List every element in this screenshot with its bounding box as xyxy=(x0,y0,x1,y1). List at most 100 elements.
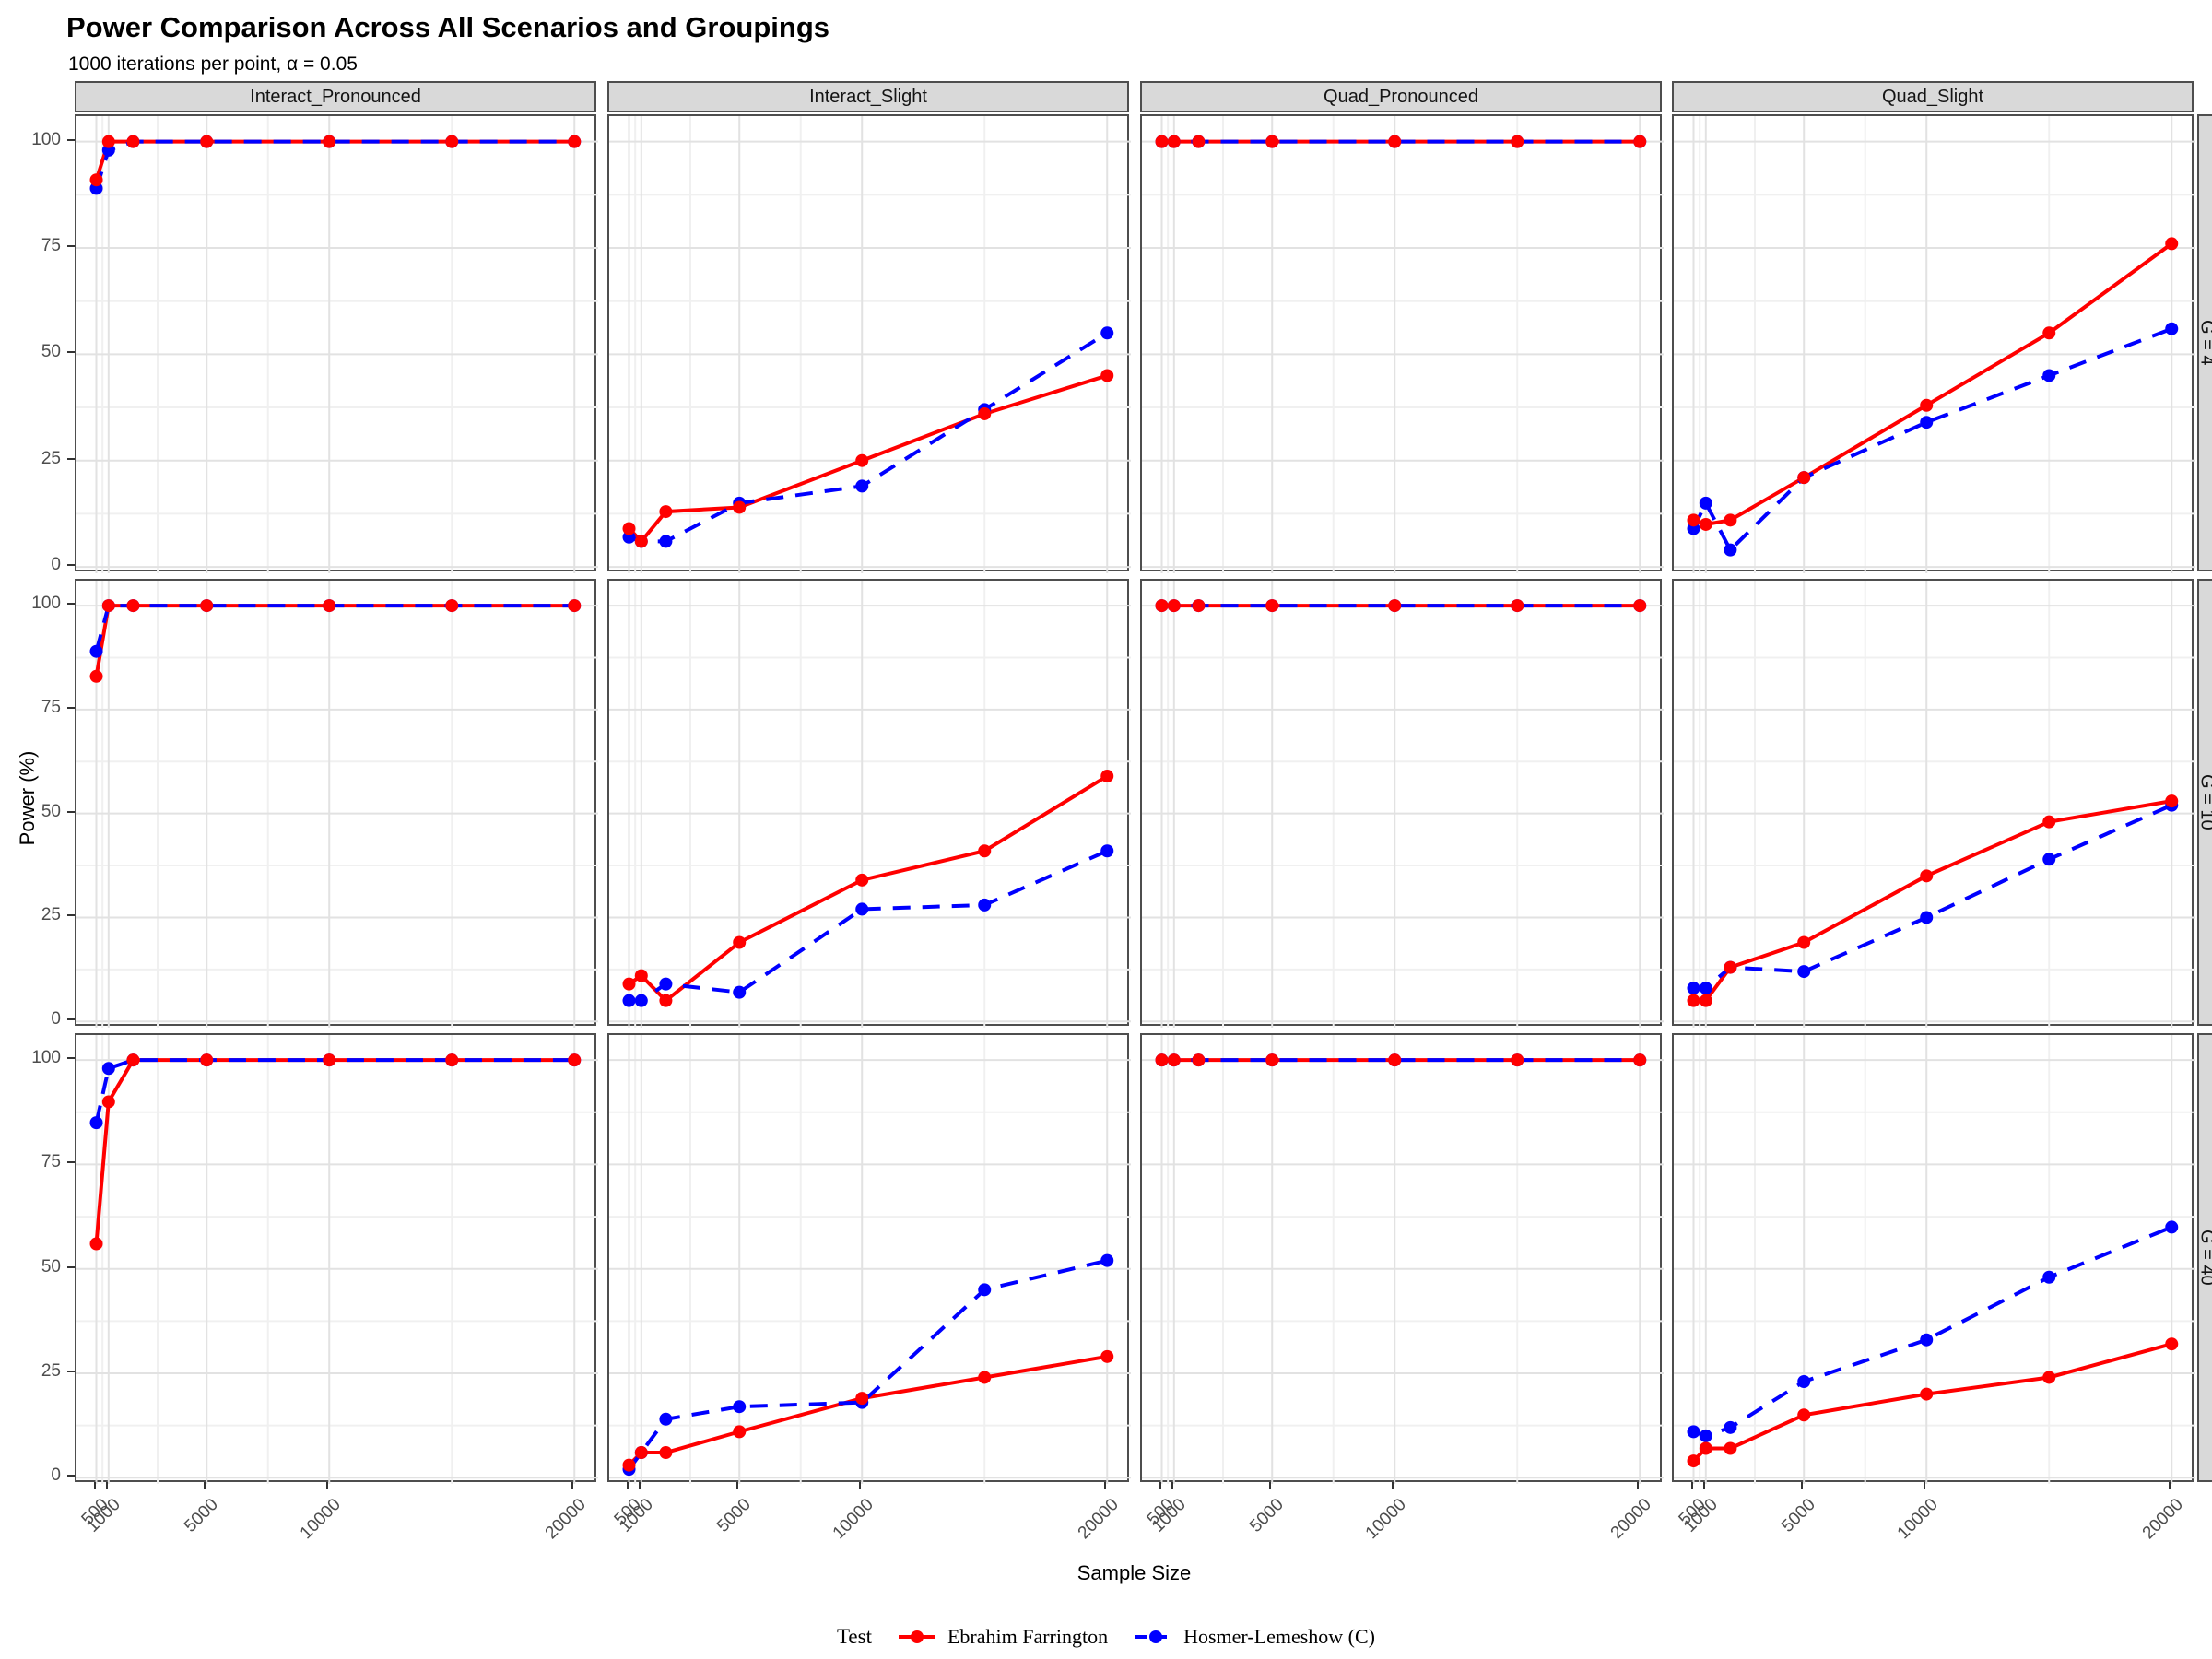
hl-series-line xyxy=(1691,326,2172,553)
legend-key-solid-red-icon xyxy=(898,1630,935,1643)
facet-panel-quad-pronounced-g-4 xyxy=(1140,114,1664,573)
y-tick-mark xyxy=(67,1018,75,1021)
gridlines-minor xyxy=(1674,581,2195,1028)
hl-series-line xyxy=(629,849,1109,1003)
y-tick-label: 50 xyxy=(41,1256,61,1277)
hl-series-points xyxy=(622,844,1114,1007)
legend-key-dashed-blue-icon xyxy=(1135,1630,1172,1643)
gridlines-major xyxy=(1142,581,1664,1028)
facet-panel-interact-slight-g-10 xyxy=(607,579,1131,1028)
gridlines-major xyxy=(1142,116,1664,573)
x-tick-mark xyxy=(204,1482,206,1489)
panel-canvas xyxy=(1142,116,1664,573)
y-tick-mark xyxy=(67,1161,75,1164)
facet-panel-quad-slight-g-40 xyxy=(1672,1033,2195,1484)
y-tick-mark xyxy=(67,1057,75,1060)
x-tick-mark xyxy=(1702,1482,1705,1489)
x-tick-mark xyxy=(1392,1482,1394,1489)
y-tick-mark xyxy=(67,810,75,813)
gridlines-minor xyxy=(1142,1035,1664,1484)
col-facet-label: Interact_Pronounced xyxy=(250,86,421,107)
col-facet-strip-quad-pronounced: Quad_Pronounced xyxy=(1140,81,1662,112)
ef-series-points xyxy=(1687,794,2179,1007)
y-tick-label: 25 xyxy=(41,905,61,925)
ef-series-points xyxy=(622,1349,1114,1472)
panel-canvas xyxy=(1674,581,2195,1028)
gridlines-minor xyxy=(1142,581,1664,1028)
y-tick-label: 100 xyxy=(31,129,61,149)
ef-series-line xyxy=(628,774,1109,1004)
facet-panel-interact-pronounced-g-40 xyxy=(75,1033,598,1484)
ef-series-points xyxy=(622,369,1114,548)
y-tick-label: 25 xyxy=(41,1360,61,1381)
panel-canvas xyxy=(76,116,598,573)
y-tick-mark xyxy=(67,1265,75,1268)
hl-series-points xyxy=(1687,798,2179,995)
hl-series-points xyxy=(89,1053,582,1130)
y-tick-mark xyxy=(67,706,75,709)
y-tick-mark xyxy=(67,457,75,460)
x-tick-mark xyxy=(1690,1482,1693,1489)
facet-panel-interact-slight-g-4 xyxy=(607,114,1131,573)
x-tick-mark xyxy=(93,1482,96,1489)
col-facet-label: Quad_Pronounced xyxy=(1324,86,1478,107)
gridlines-major xyxy=(76,116,598,573)
gridlines-minor xyxy=(76,581,598,1028)
hl-series-line xyxy=(94,1058,575,1124)
gridlines-major xyxy=(1674,116,2195,573)
y-tick-mark xyxy=(67,351,75,354)
y-tick-label: 75 xyxy=(41,236,61,256)
row-facet-strip-g-4: G = 4 xyxy=(2197,114,2212,571)
facet-panel-quad-pronounced-g-40 xyxy=(1140,1033,1664,1484)
y-tick-mark xyxy=(67,245,75,248)
hl-series-line xyxy=(94,139,575,190)
hl-series-points xyxy=(1687,1220,2179,1442)
panel-canvas xyxy=(1142,1035,1664,1484)
ef-series-points xyxy=(89,135,582,187)
gridlines-minor xyxy=(609,116,1131,573)
x-tick-mark xyxy=(1104,1482,1107,1489)
ef-series-points xyxy=(1687,1337,2179,1468)
row-facet-label: G = 4 xyxy=(2196,320,2212,366)
facet-panel-quad-slight-g-4 xyxy=(1672,114,2195,573)
y-tick-label: 0 xyxy=(51,555,61,575)
x-tick-mark xyxy=(859,1482,862,1489)
x-tick-mark xyxy=(1637,1482,1640,1489)
x-tick-mark xyxy=(571,1482,574,1489)
facet-panel-quad-pronounced-g-10 xyxy=(1140,579,1664,1028)
ef-series-line xyxy=(1692,241,2173,526)
ef-series-line xyxy=(1693,799,2172,1003)
col-facet-strip-interact-slight: Interact_Slight xyxy=(607,81,1129,112)
gridlines-minor xyxy=(1674,1035,2195,1484)
row-facet-label: G = 40 xyxy=(2196,1230,2212,1286)
x-tick-mark xyxy=(2169,1482,2171,1489)
row-facet-label: G = 10 xyxy=(2196,774,2212,830)
gridlines-major xyxy=(1674,1035,2195,1484)
x-tick-mark xyxy=(626,1482,629,1489)
gridlines-major xyxy=(609,116,1131,573)
gridlines-major xyxy=(1142,1035,1664,1484)
ef-series-points xyxy=(89,599,582,683)
y-tick-label: 75 xyxy=(41,1152,61,1172)
col-facet-strip-quad-slight: Quad_Slight xyxy=(1672,81,2194,112)
row-facet-strip-g-10: G = 10 xyxy=(2197,579,2212,1026)
chart-subtitle: 1000 iterations per point, α = 0.05 xyxy=(68,53,358,75)
y-tick-mark xyxy=(67,1475,75,1477)
legend-title: Test xyxy=(836,1625,872,1648)
y-axis-title: Power (%) xyxy=(16,750,39,846)
hl-series-line xyxy=(94,604,575,653)
gridlines-major xyxy=(1674,581,2195,1028)
x-tick-mark xyxy=(1171,1482,1173,1489)
ef-series-points xyxy=(1155,135,1647,148)
ef-series-points xyxy=(1155,599,1647,613)
x-tick-mark xyxy=(326,1482,329,1489)
ef-series-line xyxy=(1692,1342,2172,1463)
facet-panel-interact-slight-g-40 xyxy=(607,1033,1131,1484)
y-tick-mark xyxy=(67,914,75,917)
gridlines-major xyxy=(609,581,1131,1028)
x-tick-mark xyxy=(1159,1482,1161,1489)
legend-item-hosmer-lemeshow: Hosmer-Lemeshow (C) xyxy=(1132,1624,1375,1650)
y-tick-mark xyxy=(67,1370,75,1372)
x-axis-title: Sample Size xyxy=(1077,1561,1192,1584)
